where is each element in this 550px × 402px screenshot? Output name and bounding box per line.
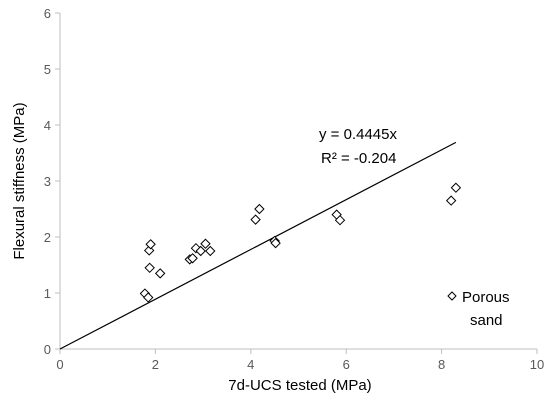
trendline-equation: y = 0.4445x [319,126,397,143]
data-point [195,245,206,257]
y-tick-label: 0 [44,342,51,357]
x-tick-label: 4 [247,357,254,372]
trendline [59,141,457,350]
y-tick-label: 3 [44,174,51,189]
legend-label-line: Porous [462,289,510,306]
legend: Porous sand [447,289,510,329]
legend-label-line: sand [470,312,503,329]
data-point [200,238,211,249]
data-point [450,182,462,193]
x-tick-label: 6 [343,357,350,372]
y-axis-title: Flexural stiffness (MPa) [11,102,28,259]
y-tick-label: 1 [44,286,51,301]
data-point [143,292,154,303]
y-tick-label: 2 [44,230,51,245]
data-point [445,195,457,206]
y-tick-label: 5 [44,62,51,77]
legend-marker [447,291,457,301]
data-point [334,214,346,226]
x-tick-label: 8 [438,357,445,372]
x-axis-ticks: 0 2 4 6 8 10 [56,349,544,372]
data-points [139,182,462,303]
y-axis-ticks: 0 1 2 3 4 5 6 [44,6,60,357]
trendline-r-squared: R² = -0.204 [321,150,396,167]
data-point [144,262,155,274]
x-tick-label: 2 [152,357,159,372]
data-point [145,239,156,250]
data-point [254,203,265,215]
y-tick-label: 6 [44,6,51,21]
data-point [250,214,261,225]
data-point [154,268,166,279]
data-point [205,245,216,257]
data-point [270,237,281,249]
x-tick-label: 0 [56,357,63,372]
x-axis-title: 7d-UCS tested (MPa) [228,377,371,394]
y-tick-label: 4 [44,118,51,133]
x-tick-label: 10 [530,357,544,372]
data-point [187,253,198,264]
legend-label: Porous sand [462,289,510,329]
